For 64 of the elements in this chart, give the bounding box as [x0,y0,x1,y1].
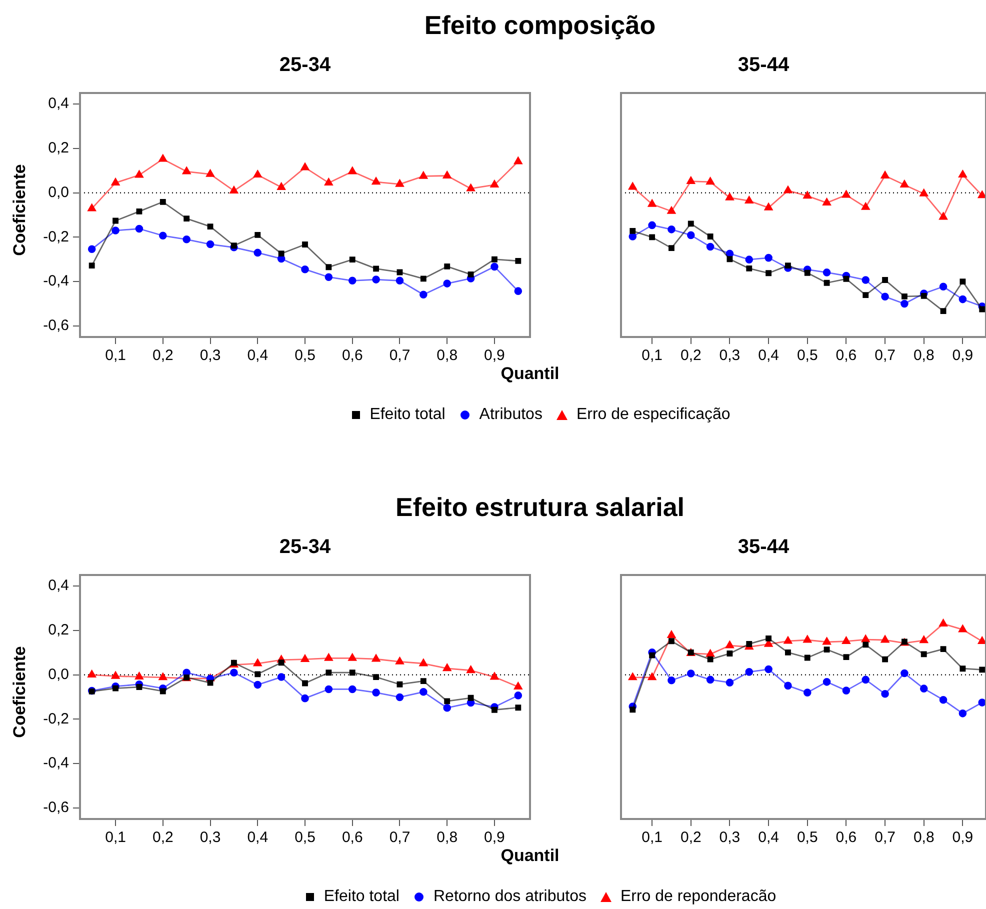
y-tick-label: -0,4 [43,754,69,772]
x-tick-label: 0,6 [836,347,857,364]
x-tick-label: 0,4 [247,347,268,364]
x-tick-label: 0,9 [484,347,505,364]
x-tick-label: 0,1 [642,347,662,364]
x-tick-label: 0,7 [874,829,896,846]
x-tick-label: 0,7 [389,347,410,364]
chart-subtitle: 25-34 [278,536,332,559]
y-tick-label: -0,6 [43,799,69,816]
chart-subtitle: 35-44 [736,54,790,77]
x-tick-label: 0,2 [152,347,174,364]
x-tick-label: 0,8 [913,347,934,364]
x-tick-label: 0,5 [294,347,316,364]
y-tick-label: -0,2 [43,710,69,728]
x-tick-label: 0,4 [247,829,268,846]
chart-title: Efeito estrutura salarial [394,492,686,523]
x-tick-label: 0,2 [152,829,174,846]
x-tick-label: 0,7 [874,347,896,364]
legend-label: Erro de reponderacão [620,888,776,906]
x-tick-label: 0,8 [436,347,458,364]
x-tick-label: 0,4 [758,829,779,846]
y-axis-title: Coeficiente [10,163,30,258]
legend-label: Retorno dos atributos [433,888,586,906]
x-tick-label: 0,7 [389,829,410,846]
x-tick-label: 0,8 [913,829,934,846]
x-tick-label: 0,5 [796,347,818,364]
y-tick-label: 0,2 [48,622,69,639]
x-tick-label: 0,6 [342,829,363,846]
x-tick-label: 0,3 [719,829,740,846]
x-tick-label: 0,6 [836,829,857,846]
y-tick-label: -0,6 [43,317,69,334]
x-axis-title: Quantil [500,364,560,384]
x-tick-label: 0,6 [342,347,363,364]
y-tick-label: 0,2 [48,140,69,157]
x-tick-label: 0,3 [200,347,221,364]
chart-subtitle: 35-44 [736,536,790,559]
chart-subtitle: 25-34 [278,54,332,77]
x-tick-label: 0,9 [952,347,974,364]
x-tick-label: 0,1 [642,829,662,846]
legend-label: Efeito total [324,888,400,906]
legend-label: Erro de especificação [576,406,730,424]
x-tick-label: 0,5 [294,829,316,846]
y-tick-label: 0,0 [48,184,69,201]
x-tick-label: 0,2 [680,347,702,364]
x-tick-label: 0,1 [105,347,126,364]
x-tick-label: 0,8 [436,829,458,846]
legend-label: Atributos [479,406,542,424]
x-tick-label: 0,3 [200,829,221,846]
x-tick-label: 0,1 [105,829,126,846]
y-tick-label: -0,4 [43,272,69,290]
x-tick-label: 0,4 [758,347,779,364]
x-tick-label: 0,9 [952,829,974,846]
x-axis-title: Quantil [500,846,560,866]
x-tick-label: 0,5 [796,829,818,846]
y-tick-label: 0,4 [48,95,69,112]
y-axis-title: Coeficiente [10,645,30,740]
x-tick-label: 0,3 [719,347,740,364]
y-tick-label: -0,2 [43,228,69,246]
y-tick-label: 0,4 [48,577,69,594]
legend-label: Efeito total [370,406,446,424]
chart-title: Efeito composição [423,10,657,41]
y-tick-label: 0,0 [48,666,69,683]
x-tick-label: 0,9 [484,829,505,846]
x-tick-label: 0,2 [680,829,702,846]
